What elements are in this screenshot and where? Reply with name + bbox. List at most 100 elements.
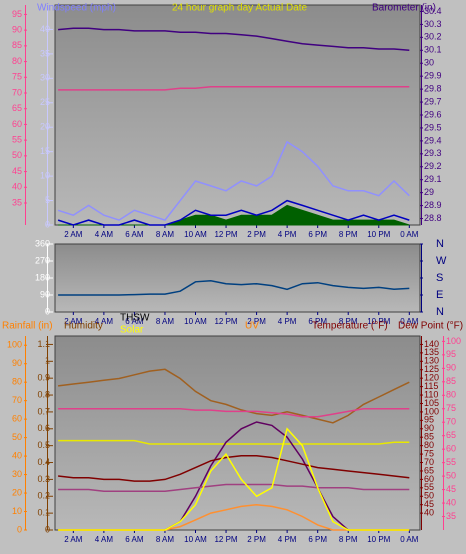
y-tick-label: 0.4 bbox=[37, 457, 50, 467]
y-tick-label: 55 bbox=[12, 135, 22, 145]
x-tick-label: 6 AM bbox=[125, 230, 144, 239]
y-tick-label: W bbox=[436, 255, 447, 267]
x-tick-label: 0 AM bbox=[400, 535, 419, 544]
header-label: THSW bbox=[120, 313, 150, 324]
x-tick-label: 10 PM bbox=[367, 317, 390, 326]
y-tick-label: 30.2 bbox=[424, 32, 442, 42]
y-tick-label: 80 bbox=[424, 440, 434, 450]
y-tick-label: 90 bbox=[40, 289, 50, 299]
y-tick-label: 90 bbox=[424, 423, 434, 433]
y-tick-label: 90 bbox=[12, 358, 22, 368]
y-tick-label: N bbox=[436, 306, 444, 318]
y-tick-label: 50 bbox=[446, 470, 456, 480]
x-tick-label: 4 PM bbox=[278, 230, 297, 239]
y-tick-label: E bbox=[436, 289, 443, 301]
line bbox=[58, 483, 410, 492]
y-tick-label: 0 bbox=[45, 306, 50, 316]
line bbox=[57, 199, 410, 226]
y-tick-label: 70 bbox=[12, 87, 22, 97]
x-tick-label: 4 AM bbox=[95, 317, 114, 326]
y-tick-label: 75 bbox=[424, 448, 434, 458]
x-tick-label: 8 AM bbox=[156, 230, 175, 239]
y-tick-label: 29.9 bbox=[424, 71, 442, 81]
y-tick-label: S bbox=[436, 272, 443, 284]
y-tick-label: 360 bbox=[35, 238, 50, 248]
y-tick-label: 0.7 bbox=[37, 406, 50, 416]
y-tick-label: 0.8 bbox=[37, 389, 50, 399]
y-tick-label: 270 bbox=[35, 255, 50, 265]
header-label: UV bbox=[245, 321, 259, 332]
y-tick-label: 0.6 bbox=[37, 423, 50, 433]
y-tick-label: 85 bbox=[424, 432, 434, 442]
x-tick-label: 6 AM bbox=[125, 317, 144, 326]
y-tick-label: 30.4 bbox=[424, 6, 442, 16]
line bbox=[57, 140, 410, 221]
x-tick-label: 4 AM bbox=[95, 230, 114, 239]
x-tick-label: 6 PM bbox=[308, 230, 327, 239]
y-tick-label: 29.8 bbox=[424, 83, 442, 93]
x-tick-label: 8 PM bbox=[339, 230, 358, 239]
y-tick-label: 29.4 bbox=[424, 135, 442, 145]
y-tick-label: 28.8 bbox=[424, 213, 442, 223]
line bbox=[58, 408, 410, 418]
y-tick-label: 85 bbox=[12, 40, 22, 50]
y-tick-label: 1 bbox=[45, 356, 50, 366]
y-tick-label: 55 bbox=[424, 482, 434, 492]
header-label: Windspeed (mph) bbox=[37, 3, 116, 14]
y-tick-label: 90 bbox=[12, 25, 22, 35]
y-tick-label: 95 bbox=[12, 9, 22, 19]
y-tick-label: N bbox=[436, 238, 444, 250]
y-tick-label: 115 bbox=[424, 381, 438, 391]
y-tick-label: 95 bbox=[424, 415, 434, 425]
x-tick-label: 6 PM bbox=[308, 317, 327, 326]
y-tick-label: 40 bbox=[12, 182, 22, 192]
y-tick-label: 80 bbox=[12, 377, 22, 387]
y-tick-label: 40 bbox=[40, 24, 50, 34]
x-tick-label: 12 PM bbox=[214, 230, 237, 239]
x-tick-label: 10 AM bbox=[184, 317, 207, 326]
y-tick-label: 0 bbox=[45, 219, 50, 229]
y-tick-label: 20 bbox=[12, 487, 22, 497]
line bbox=[58, 427, 410, 531]
header-label: Solar bbox=[120, 325, 144, 336]
header-label: Dew Point (°F) bbox=[398, 321, 463, 332]
line bbox=[58, 85, 410, 91]
y-tick-label: 29 bbox=[424, 187, 434, 197]
y-tick-label: 0.1 bbox=[37, 508, 50, 518]
x-tick-label: 8 AM bbox=[156, 317, 175, 326]
header-label: Humidity bbox=[64, 321, 103, 332]
x-tick-label: 10 PM bbox=[367, 230, 390, 239]
x-tick-label: 2 AM bbox=[64, 230, 83, 239]
y-tick-label: 0.3 bbox=[37, 474, 50, 484]
header-label: Temperature (°F) bbox=[312, 321, 388, 332]
y-tick-label: 60 bbox=[12, 414, 22, 424]
y-tick-label: 10 bbox=[12, 506, 22, 516]
y-tick-label: 35 bbox=[12, 197, 22, 207]
y-tick-label: 55 bbox=[446, 457, 456, 467]
y-tick-label: 28.9 bbox=[424, 200, 442, 210]
header-label: Barometer (in) bbox=[372, 3, 436, 14]
y-tick-label: 40 bbox=[446, 497, 456, 507]
x-tick-label: 10 AM bbox=[184, 230, 207, 239]
y-tick-label: 75 bbox=[446, 403, 456, 413]
x-tick-label: 10 AM bbox=[184, 535, 207, 544]
x-tick-label: 4 PM bbox=[278, 317, 297, 326]
y-tick-label: 29.6 bbox=[424, 109, 442, 119]
x-tick-label: 4 AM bbox=[95, 535, 114, 544]
y-tick-label: 50 bbox=[12, 150, 22, 160]
y-tick-label: 45 bbox=[12, 166, 22, 176]
x-tick-label: 2 AM bbox=[64, 317, 83, 326]
y-tick-label: 45 bbox=[424, 499, 434, 509]
y-tick-label: 105 bbox=[424, 398, 439, 408]
y-tick-label: 30.3 bbox=[424, 19, 442, 29]
x-tick-label: 2 AM bbox=[64, 535, 83, 544]
y-tick-label: 50 bbox=[12, 432, 22, 442]
x-tick-label: 6 PM bbox=[308, 535, 327, 544]
y-tick-label: 140 bbox=[424, 339, 439, 349]
y-tick-label: 85 bbox=[446, 376, 456, 386]
plot-area bbox=[54, 243, 421, 313]
y-tick-label: 100 bbox=[446, 336, 461, 346]
y-tick-label: 125 bbox=[424, 364, 439, 374]
y-tick-label: 60 bbox=[424, 474, 434, 484]
